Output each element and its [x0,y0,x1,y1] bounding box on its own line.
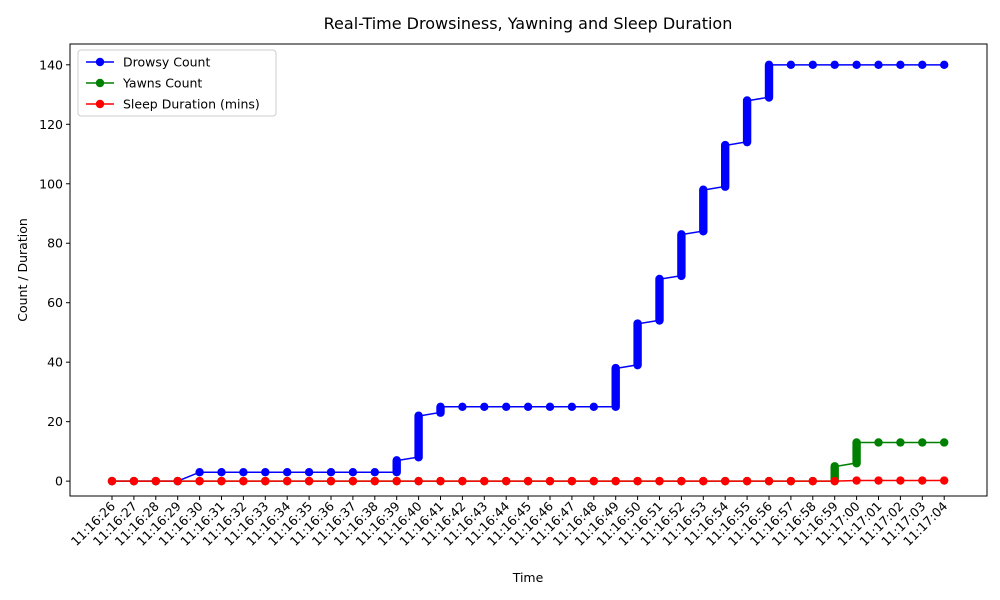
data-point-3 [436,476,445,486]
data-point-1 [283,468,292,477]
data-point-2 [874,438,883,447]
data-point-3 [173,476,182,486]
data-point-3 [239,476,248,486]
data-point-1 [852,60,861,70]
data-point-3 [151,476,160,486]
y-tick-label: 80 [47,236,63,251]
data-point-2 [918,438,927,447]
data-point-1 [918,60,927,70]
data-point-3 [786,476,796,486]
data-point-1 [217,468,226,477]
data-point-3 [107,476,117,486]
legend-marker [95,78,105,88]
data-point-3 [677,476,686,486]
data-point-1 [348,468,358,477]
data-point-1 [261,468,270,477]
data-point-3 [808,476,817,486]
legend-marker [95,99,105,109]
y-tick-label: 40 [47,355,63,370]
data-point-3 [414,476,423,486]
y-tick-label: 100 [39,176,63,191]
data-point-2 [896,438,905,447]
data-point-3 [502,476,511,486]
x-axis-label: Time [512,570,544,585]
data-point-3 [852,476,861,485]
data-point-3 [370,476,379,486]
data-point-3 [918,476,927,485]
data-point-3 [392,476,401,486]
data-point-3 [874,476,883,485]
data-point-3 [699,476,708,486]
y-tick-label: 140 [39,57,63,72]
data-point-1 [874,60,883,70]
y-tick-label: 0 [55,474,63,489]
data-point-1 [896,60,905,70]
legend: Drowsy Count Yawns Count Sleep Duration (m… [77,49,277,117]
data-point-1 [458,402,467,411]
data-point-3 [129,476,139,486]
y-tick-label: 60 [47,295,63,310]
data-point-3 [523,476,533,486]
chart-title: Real-Time Drowsiness, Yawning and Sleep … [324,14,733,33]
data-point-1 [830,60,839,70]
data-point-3 [611,476,620,486]
data-point-1 [502,402,511,411]
data-point-3 [567,476,577,486]
data-point-1 [545,402,555,411]
data-point-3 [940,476,949,485]
data-point-1 [523,402,533,411]
y-tick-label: 20 [47,414,63,429]
data-point-1 [940,60,949,70]
plot-area [107,60,949,486]
data-point-3 [348,476,358,486]
data-point-3 [655,476,664,486]
data-point-3 [195,476,204,486]
data-point-1 [808,60,817,70]
data-point-3 [742,476,752,486]
data-point-1 [304,468,314,477]
data-point-3 [480,476,489,486]
data-point-3 [217,476,226,486]
data-point-1 [480,402,489,411]
data-point-3 [326,476,336,486]
legend-label: Yawns Count [122,76,202,91]
data-point-1 [786,60,796,70]
data-point-1 [567,402,577,411]
data-point-1 [589,402,598,411]
data-point-1 [239,468,248,477]
data-point-3 [304,476,314,486]
data-point-3 [830,476,839,486]
legend-label: Sleep Duration (mins) [123,97,260,112]
legend-marker [95,57,105,67]
legend-box [77,49,277,117]
y-tick-label: 120 [39,117,63,132]
data-point-1 [370,468,379,477]
data-point-3 [896,476,905,485]
data-point-3 [589,476,598,486]
data-point-3 [721,476,730,486]
data-point-3 [545,476,555,486]
data-point-3 [764,476,774,486]
data-point-1 [195,468,204,477]
data-point-1 [326,468,336,477]
legend-label: Drowsy Count [123,55,210,70]
y-axis-label: Count / Duration [15,218,30,322]
data-point-2 [940,438,949,447]
data-point-3 [283,476,292,486]
data-point-3 [261,476,270,486]
data-point-3 [633,476,642,486]
data-point-3 [458,476,467,486]
